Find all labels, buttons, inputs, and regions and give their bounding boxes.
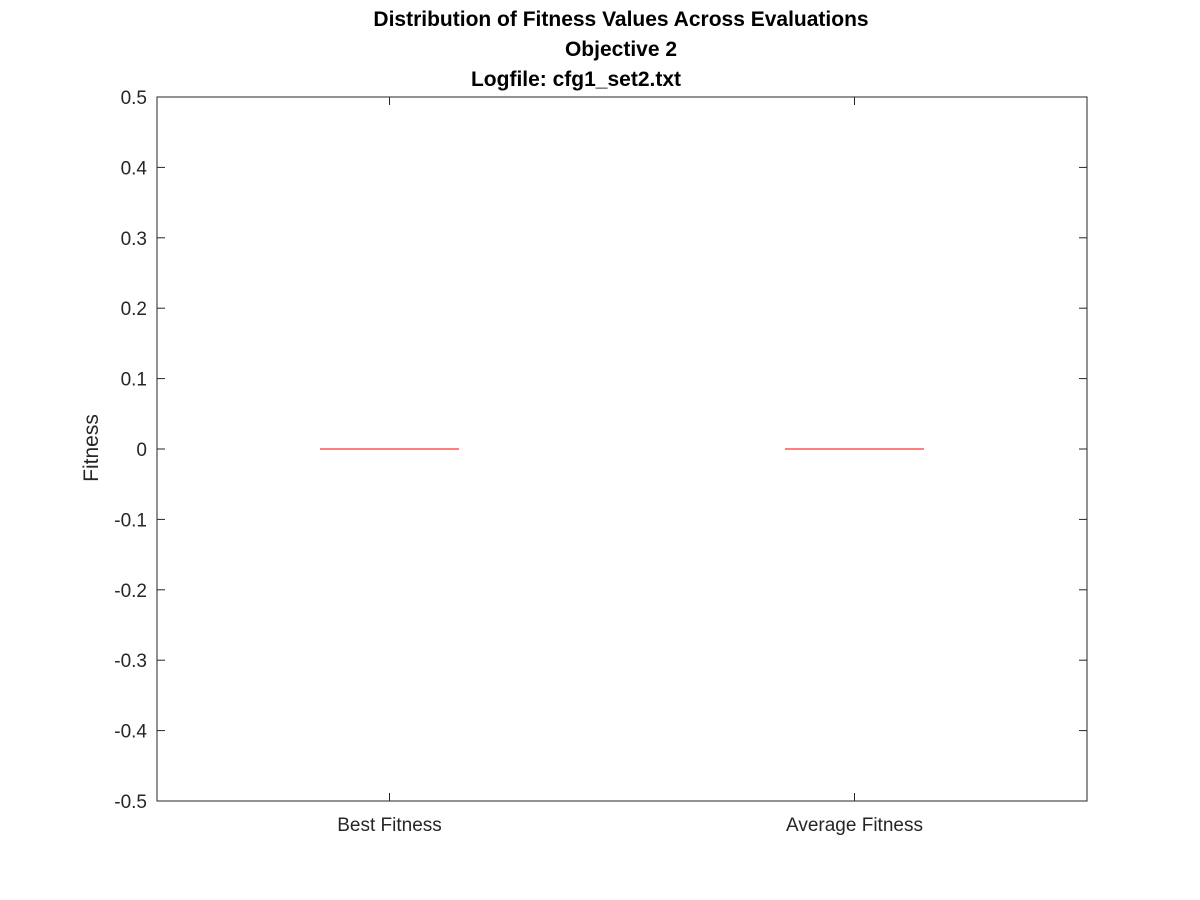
x-tick-label: Best Fitness — [337, 815, 442, 836]
chart-subtitle-objective: Objective 2 — [565, 38, 677, 61]
y-axis-ticks: 0.5 0.4 0.3 0.2 0.1 0 -0.1 -0.2 -0.3 -0.4 -0.5 — [114, 88, 1087, 813]
y-tick-label: -0.1 — [114, 510, 147, 531]
y-tick-label: 0.3 — [121, 229, 147, 250]
y-tick-label: -0.5 — [114, 792, 147, 813]
y-tick-label: 0.1 — [121, 370, 147, 391]
chart-title: Distribution of Fitness Values Across Ev… — [373, 8, 868, 31]
y-tick-label: -0.4 — [114, 722, 147, 743]
x-tick-label: Average Fitness — [786, 815, 923, 836]
chart-subtitle-logfile: Logfile: cfg1_set2.txt — [471, 68, 681, 91]
y-tick-label: -0.3 — [114, 651, 147, 672]
y-tick-label: 0.4 — [121, 158, 148, 179]
y-tick-label: 0 — [136, 440, 147, 461]
y-tick-label: -0.2 — [114, 581, 147, 602]
plot-area-frame — [156, 96, 1088, 802]
x-axis-ticks: Best Fitness Average Fitness — [337, 97, 923, 836]
y-tick-label: 0.2 — [121, 299, 147, 320]
y-axis-label: Fitness — [80, 414, 103, 482]
y-tick-label: 0.5 — [121, 88, 147, 109]
